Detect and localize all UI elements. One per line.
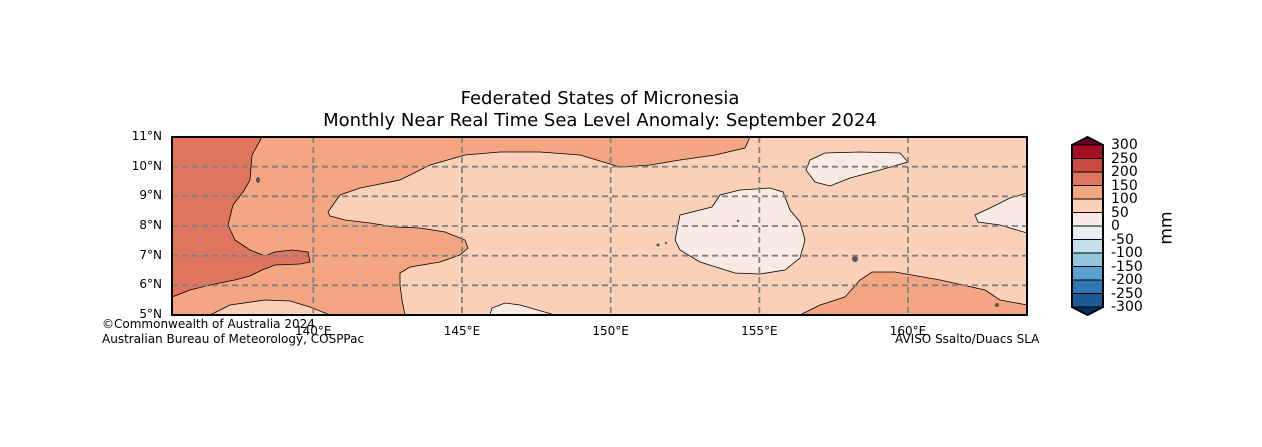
region-150-200 [171,136,311,298]
y-tick-label: 11°N [131,129,162,143]
x-tick-label: 140°E [295,324,332,338]
colorbar-tick-label: 100 [1111,191,1138,207]
colorbar-band [1071,212,1104,227]
y-tick-label: 5°N [139,307,162,321]
y-tick-label: 9°N [139,188,162,203]
islands [256,177,999,307]
plot-frame [171,136,1028,316]
colorbar-band [1071,225,1104,240]
colorbar [1071,135,1104,317]
colorbar-extend-min [1071,306,1104,316]
colorbar-tick-label: -50 [1111,231,1134,248]
region-0-50-north [805,151,909,187]
colorbar-band [1071,252,1104,267]
colorbar-tick-label: -250 [1111,285,1143,302]
colorbar-band [1071,158,1104,173]
x-tick-label: 150°E [592,324,629,338]
colorbar-band [1071,198,1104,213]
x-tick-label: 145°E [443,324,481,338]
y-tick-label: 6°N [139,277,162,292]
data-source-text: AVISO Ssalto/Duacs SLA [895,332,1040,346]
colorbar-label: mm [1156,211,1177,245]
colorbar-band [1071,279,1104,294]
colorbar-tick-label: 50 [1111,204,1129,221]
colorbar-outline [1071,135,1104,317]
colorbar-band [1071,239,1104,254]
colorbar-tick-label: -300 [1111,299,1143,315]
organization-text: Australian Bureau of Meteorology, COSPPa… [102,332,365,346]
colorbar-band [1071,293,1104,308]
colorbar-tick-label: 250 [1111,150,1138,167]
colorbar-band [1071,144,1104,159]
colorbar-tick-label: -150 [1111,258,1143,275]
colorbar-band [1071,266,1104,281]
x-tick-label: 155°E [741,324,778,338]
gridlines [172,137,1027,315]
colorbar-tick-label: 0 [1111,218,1120,234]
colorbar-tick-label: -200 [1111,272,1143,288]
colorbar-tick-label: 150 [1111,177,1138,194]
y-tick-label: 10°N [131,158,162,173]
colorbar-tick-label: 300 [1111,137,1138,153]
chart-title: Federated States of Micronesia [460,88,740,109]
y-tick-label: 8°N [139,218,162,232]
region-0-50-east [974,192,1028,234]
colorbar-tick-label: 200 [1111,164,1138,180]
copyright-text: ©Commonwealth of Australia 2024 [102,317,315,331]
colorbar-extend-max [1071,136,1104,146]
colorbar-band [1071,171,1104,186]
colorbar-band [1071,185,1104,200]
colorbar-tick-label: -100 [1111,245,1143,261]
chart-subtitle: Monthly Near Real Time Sea Level Anomaly… [323,110,877,131]
x-tick-label: 160°E [889,324,927,338]
region-0-50 [674,187,806,275]
y-tick-label: 7°N [139,247,162,262]
